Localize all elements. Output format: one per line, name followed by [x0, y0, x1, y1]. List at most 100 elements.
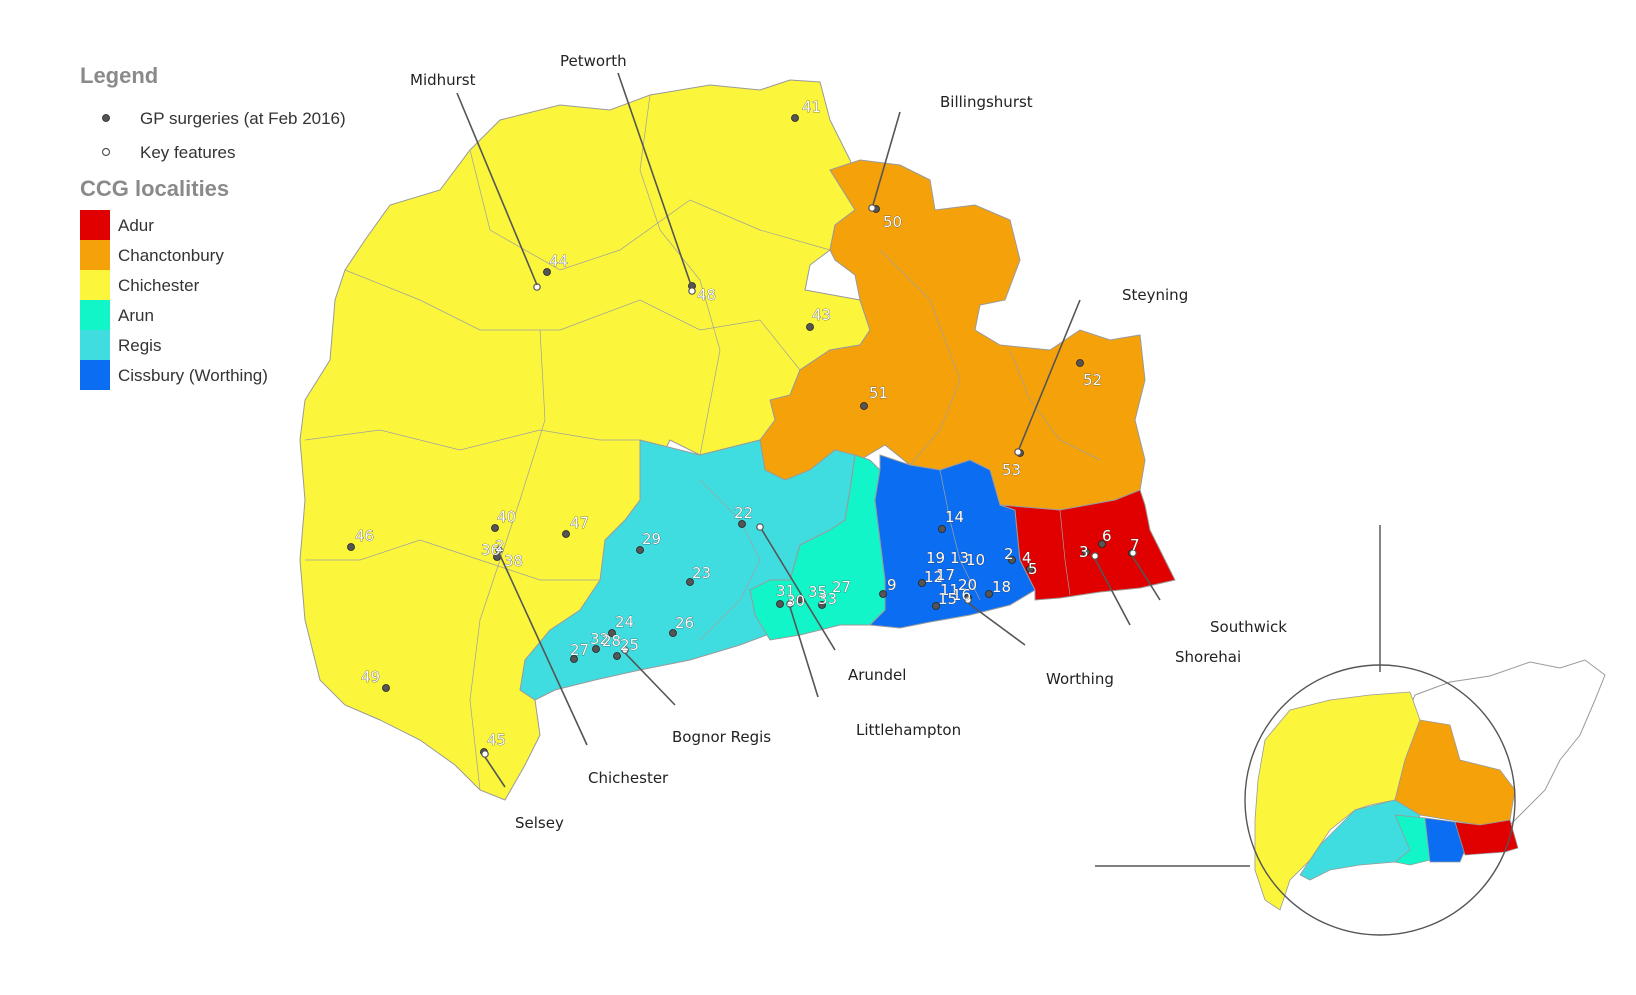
- surgery-number: 19: [926, 549, 945, 567]
- surgery-number: 12: [924, 568, 943, 586]
- main-map: 41 50 44 48 43 51 52 53 40 47 46 36 2 38…: [299, 52, 1287, 832]
- surgery-dot[interactable]: [932, 602, 940, 610]
- legend-item-chichester: Chichester: [118, 276, 200, 295]
- surgery-dot[interactable]: [985, 590, 993, 598]
- key-feature-shoreham[interactable]: [1091, 552, 1099, 560]
- gp-surgery-symbol-icon: [102, 114, 110, 122]
- legend-gp-label: GP surgeries (at Feb 2016): [140, 109, 346, 128]
- surgery-number: 50: [883, 213, 902, 231]
- place-labels: Midhurst Petworth Billingshurst Steyning…: [410, 52, 1287, 832]
- surgery-number: 10: [966, 551, 985, 569]
- surgery-dot[interactable]: [938, 525, 946, 533]
- surgery-dot[interactable]: [791, 114, 799, 122]
- place-label-chichester: Chichester: [588, 769, 669, 787]
- place-label-littlehampton: Littlehampton: [856, 721, 961, 739]
- surgery-number: 44: [549, 252, 568, 270]
- legend-item-cissbury: Cissbury (Worthing): [118, 366, 268, 385]
- surgery-dot[interactable]: [669, 629, 677, 637]
- surgery-dot[interactable]: [570, 655, 578, 663]
- surgery-number: 27: [832, 578, 851, 596]
- surgery-dot[interactable]: [918, 579, 926, 587]
- surgery-number: 2: [495, 537, 505, 555]
- legend-item-chanctonbury: Chanctonbury: [118, 246, 224, 265]
- surgery-number: 32: [590, 630, 609, 648]
- surgery-number: 53: [1002, 461, 1021, 479]
- surgery-number: 25: [620, 636, 639, 654]
- surgery-dot[interactable]: [860, 402, 868, 410]
- region-adur: [999, 489, 1176, 601]
- surgery-number: 18: [992, 578, 1011, 596]
- key-feature-selsey[interactable]: [481, 750, 489, 758]
- surgery-number: 51: [869, 384, 888, 402]
- surgery-dot[interactable]: [543, 268, 551, 276]
- surgery-number: 27: [570, 641, 589, 659]
- surgery-dot[interactable]: [592, 645, 600, 653]
- place-label-midhurst: Midhurst: [410, 71, 476, 89]
- surgery-dot[interactable]: [686, 578, 694, 586]
- surgery-number: 33: [818, 590, 837, 608]
- legend-item-regis: Regis: [118, 336, 161, 355]
- inset-cissbury: [1424, 817, 1466, 863]
- swatch-chichester: [80, 270, 110, 300]
- key-feature-billingshurst[interactable]: [868, 204, 876, 212]
- inset-adur: [1454, 819, 1519, 856]
- surgery-dot[interactable]: [1026, 565, 1034, 573]
- surgery-number: 13: [950, 549, 969, 567]
- surgery-dot[interactable]: [636, 546, 644, 554]
- surgery-dot[interactable]: [608, 629, 616, 637]
- surgery-dot[interactable]: [818, 601, 826, 609]
- inset-regis: [1299, 799, 1421, 881]
- surgery-dot[interactable]: [1076, 359, 1084, 367]
- surgery-number: 36: [481, 541, 500, 559]
- surgery-number: 31: [776, 582, 795, 600]
- surgery-number: 11: [940, 581, 959, 599]
- legend-title: Legend: [80, 63, 158, 88]
- place-label-steyning: Steyning: [1122, 286, 1188, 304]
- surgery-number: 23: [692, 564, 711, 582]
- surgery-number: 35: [808, 583, 827, 601]
- surgery-number: 48: [697, 286, 716, 304]
- surgery-number: 2: [1004, 545, 1014, 563]
- surgery-dot[interactable]: [1082, 548, 1090, 556]
- place-label-southwick: Southwick: [1210, 618, 1287, 636]
- ward-boundaries: [304, 94, 1101, 791]
- surgery-dot[interactable]: [1098, 540, 1106, 548]
- key-feature-southwick[interactable]: [1129, 549, 1137, 557]
- surgery-dot[interactable]: [1008, 556, 1016, 564]
- surgery-number: 24: [615, 613, 634, 631]
- place-label-worthing: Worthing: [1046, 670, 1114, 688]
- surgery-number: 6: [1102, 527, 1112, 545]
- surgery-number: 7: [1130, 536, 1140, 554]
- surgery-dot[interactable]: [347, 543, 355, 551]
- swatch-regis: [80, 330, 110, 360]
- key-feature-petworth[interactable]: [688, 287, 696, 295]
- surgery-dot[interactable]: [806, 323, 814, 331]
- place-label-bognor-regis: Bognor Regis: [672, 728, 771, 746]
- surgery-number: 22: [734, 504, 753, 522]
- key-feature-steyning[interactable]: [1014, 448, 1022, 456]
- surgery-number: 9: [887, 576, 897, 594]
- surgery-dot[interactable]: [776, 600, 784, 608]
- legend-key-label: Key features: [140, 143, 235, 162]
- surgery-number: 40: [497, 508, 516, 526]
- surgery-number: 41: [802, 98, 821, 116]
- surgery-dot[interactable]: [879, 590, 887, 598]
- surgery-dot[interactable]: [491, 524, 499, 532]
- surgery-number: 14: [945, 508, 964, 526]
- inset-map: [1095, 525, 1606, 936]
- surgery-number: 29: [642, 530, 661, 548]
- legend: Legend GP surgeries (at Feb 2016) Key fe…: [80, 63, 346, 390]
- inset-circle: [1244, 664, 1516, 936]
- surgery-dot[interactable]: [613, 652, 621, 660]
- surgery-dot[interactable]: [562, 530, 570, 538]
- surgery-number: 16: [952, 586, 971, 604]
- region-cissbury: [868, 454, 1036, 629]
- surgery-number: 28: [602, 632, 621, 650]
- swatch-adur: [80, 210, 110, 240]
- surgery-dot[interactable]: [382, 684, 390, 692]
- surgery-number: 45: [487, 731, 506, 749]
- key-feature-arundel[interactable]: [756, 523, 764, 531]
- surgery-dot[interactable]: [738, 520, 746, 528]
- surgery-number: 52: [1083, 371, 1102, 389]
- legend-item-arun: Arun: [118, 306, 154, 325]
